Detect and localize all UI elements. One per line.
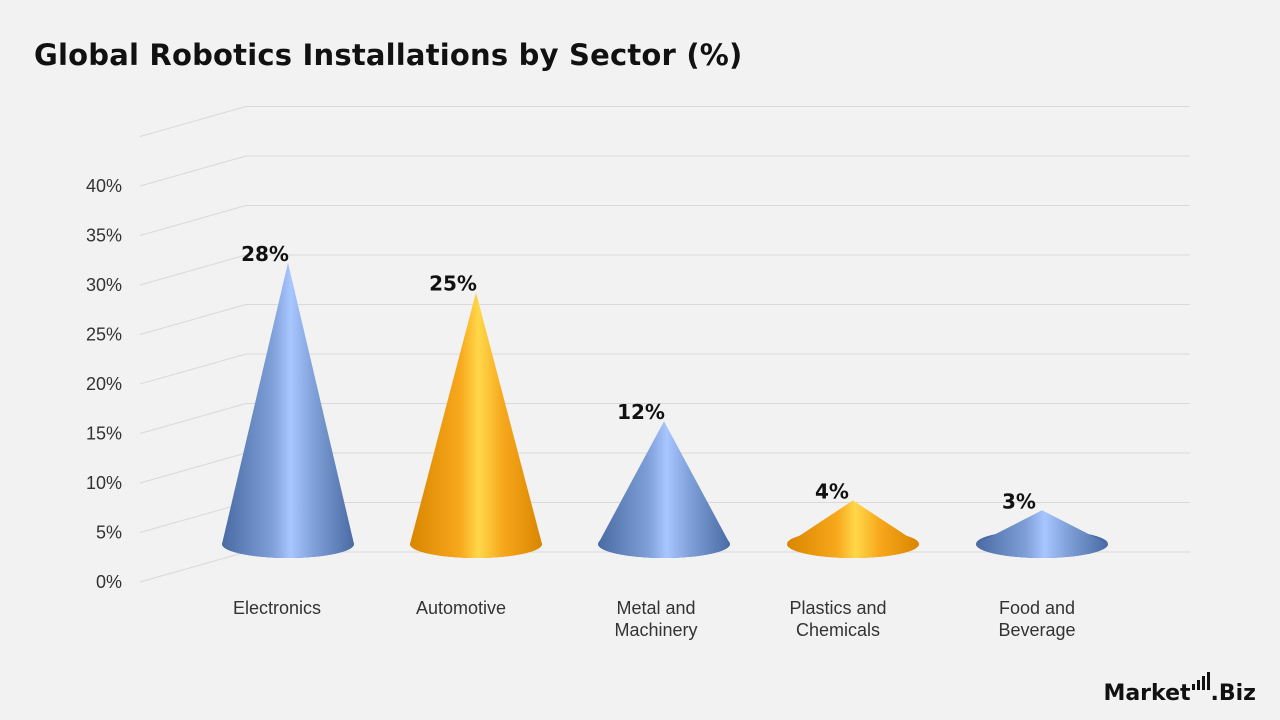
y-tick-label: 10% [86, 473, 122, 493]
gridline-side [139, 452, 247, 484]
y-tick-label: 25% [86, 325, 122, 345]
gridlines [139, 106, 1190, 583]
cone-bar: 12% [598, 400, 730, 558]
gridline-side [139, 502, 247, 533]
cone-body [410, 292, 542, 558]
brand-logo: Market .Biz [1103, 672, 1256, 706]
cone-body [222, 262, 354, 558]
y-tick-label: 40% [86, 176, 122, 196]
cones: 28% 25% 12% 4% 3% [222, 242, 1108, 558]
gridline-side [139, 353, 247, 385]
gridline-side [139, 403, 247, 434]
x-axis-category-labels: Electronics Automotive Metal and Machinery P… [233, 598, 1076, 640]
gridline-side [139, 155, 247, 187]
category-label: Plastics and Chemicals [789, 598, 886, 640]
data-label: 3% [1002, 489, 1036, 513]
cone-body [976, 510, 1108, 558]
gridline-side [139, 106, 247, 137]
cone-bar: 28% [222, 242, 354, 558]
data-label: 4% [815, 479, 849, 503]
brand-name-main: Market [1103, 681, 1191, 706]
cone-body [598, 421, 730, 558]
chart-title: Global Robotics Installations by Sector … [34, 38, 743, 72]
bars-icon [1191, 672, 1210, 690]
y-tick-label: 20% [86, 374, 122, 394]
category-label: Food and Beverage [998, 598, 1075, 640]
cone-body [787, 500, 919, 558]
cone-bar: 3% [976, 489, 1108, 558]
y-tick-label: 35% [86, 226, 122, 246]
category-label: Automotive [416, 598, 506, 618]
y-tick-label: 5% [96, 523, 122, 543]
data-label: 12% [617, 400, 665, 424]
cone-bar: 4% [787, 479, 919, 558]
category-label: Metal and Machinery [614, 598, 697, 640]
category-label: Electronics [233, 598, 321, 618]
y-tick-label: 0% [96, 572, 122, 592]
gridline-side [139, 205, 247, 236]
gridline-side [139, 254, 247, 286]
gridline-side [139, 551, 247, 583]
data-label: 28% [241, 242, 289, 266]
brand-name-suffix: .Biz [1210, 681, 1256, 706]
gridline-side [139, 304, 247, 335]
y-tick-label: 15% [86, 424, 122, 444]
y-tick-label: 30% [86, 275, 122, 295]
data-label: 25% [429, 272, 477, 296]
cone-bar: 25% [410, 272, 542, 558]
y-axis-tick-labels: 0% 5% 10% 15% 20% 25% 30% 35% 40% [86, 176, 122, 592]
